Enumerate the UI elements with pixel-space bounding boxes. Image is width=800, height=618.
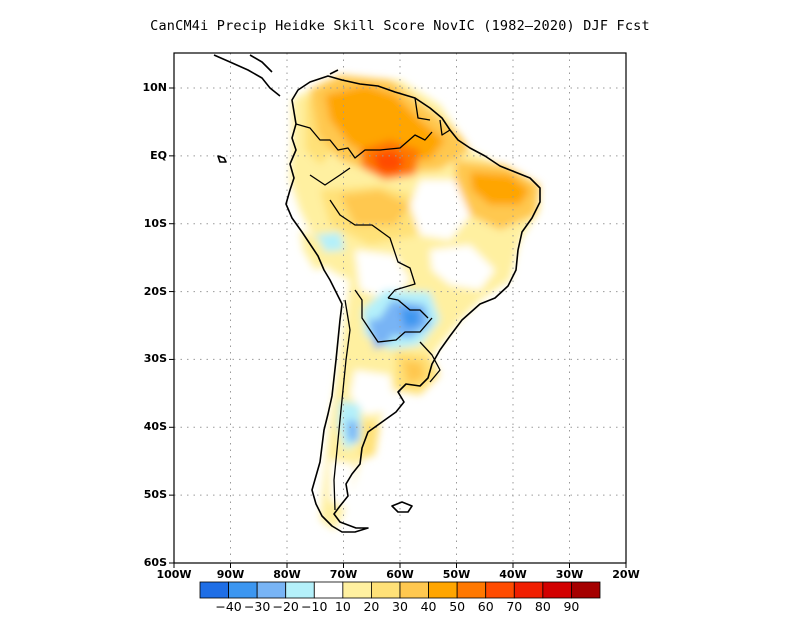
y-tick-label: 30S — [143, 352, 167, 366]
x-tick-label: 20W — [612, 568, 640, 581]
colorbar-label: −20 — [272, 599, 299, 614]
colorbar-label: 20 — [363, 599, 380, 614]
x-tick-label: 100W — [156, 568, 192, 581]
colorbar-label: 40 — [420, 599, 437, 614]
colorbar-swatch — [485, 581, 515, 599]
x-tick-label: 40W — [499, 568, 527, 581]
skill-shading — [290, 75, 540, 530]
coastlines — [213, 54, 541, 533]
colorbar-label: 30 — [392, 599, 408, 614]
chart-title: CanCM4i Precip Heidke Skill Score NovIC … — [150, 18, 650, 34]
colorbar-label: 60 — [477, 599, 494, 614]
x-tick-label: 60W — [386, 568, 414, 581]
colorbar-swatch — [371, 581, 401, 599]
colorbar-swatch — [313, 581, 344, 599]
colorbar — [199, 581, 601, 599]
x-tick-label: 30W — [555, 568, 584, 581]
colorbar-swatch — [456, 581, 487, 599]
x-tick-label: 50W — [442, 568, 471, 581]
colorbar-label: −40 — [215, 599, 242, 614]
colorbar-swatch — [542, 581, 572, 599]
colorbar-label: −30 — [243, 599, 271, 614]
axis-ticks — [169, 87, 627, 568]
y-tick-label: 50S — [143, 488, 167, 502]
colorbar-swatch — [399, 581, 429, 599]
x-tick-label: 70W — [329, 568, 358, 581]
y-tick-label: 20S — [143, 284, 167, 298]
colorbar-swatch — [256, 581, 287, 599]
x-tick-label: 80W — [273, 568, 301, 581]
colorbar-swatch — [428, 581, 458, 599]
colorbar-label: 50 — [449, 599, 466, 614]
y-tick-label: 10N — [142, 81, 167, 94]
colorbar-swatch — [228, 581, 258, 599]
y-tick-label: 60S — [143, 556, 167, 569]
y-tick-label: 40S — [143, 420, 167, 434]
colorbar-label: 80 — [534, 599, 551, 614]
colorbar-swatch — [285, 581, 315, 599]
colorbar-label: 10 — [334, 599, 351, 614]
colorbar-label: 90 — [563, 599, 580, 614]
y-tick-label: 10S — [143, 216, 167, 230]
colorbar-label: 70 — [506, 599, 523, 614]
colorbar-swatch — [199, 581, 229, 599]
x-tick-label: 90W — [216, 568, 245, 581]
colorbar-label: −10 — [301, 599, 328, 614]
colorbar-swatch — [571, 581, 601, 599]
colorbar-swatch — [342, 581, 372, 599]
y-tick-label: EQ — [150, 148, 167, 162]
colorbar-swatch — [513, 581, 544, 599]
